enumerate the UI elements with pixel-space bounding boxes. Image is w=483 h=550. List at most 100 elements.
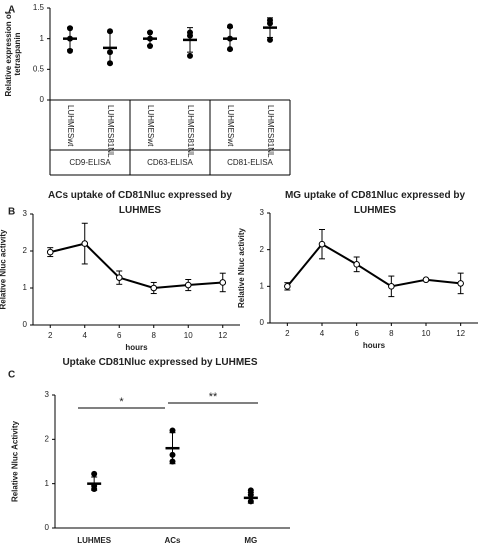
y-tick-label: 1.5 <box>33 3 45 12</box>
data-point <box>247 498 254 505</box>
data-point <box>147 29 153 36</box>
y-tick-label: 0 <box>40 95 45 104</box>
data-point <box>184 281 192 289</box>
x-tick-label: 10 <box>184 331 193 340</box>
x-tick-label: 8 <box>152 331 157 340</box>
data-point <box>388 283 395 290</box>
x-tick-label: ACs <box>164 536 181 545</box>
data-line <box>286 242 461 288</box>
x-tick-label: MG <box>244 536 257 545</box>
data-point <box>115 274 123 281</box>
y-tick-label: 1 <box>40 34 45 43</box>
data-point <box>46 248 54 256</box>
y-axis-label: Relative Nluc activity <box>237 227 246 309</box>
y-tick-label: 1 <box>260 281 265 290</box>
data-point <box>187 32 193 39</box>
group-label: CD9-ELISA <box>69 158 111 167</box>
panel-label: A <box>8 5 15 16</box>
significance-label: ** <box>209 391 218 403</box>
data-point <box>67 47 73 54</box>
x-axis-label: hours <box>363 341 386 350</box>
y-axis-label-box: Relative expression of tetraspanin <box>4 11 23 97</box>
data-point <box>150 284 158 292</box>
y-tick-label: 0 <box>260 318 265 327</box>
x-axis-label: hours <box>125 343 148 352</box>
data-point <box>247 491 254 498</box>
data-point <box>169 458 176 465</box>
y-axis-label-box: Relative Nluc Activity <box>10 420 19 503</box>
data-line <box>50 242 223 290</box>
x-tick-label: LUHMESwt <box>146 105 155 147</box>
x-tick-label: 2 <box>285 329 290 338</box>
chart-title: Uptake CD81Nluc expressed by LUHMES <box>62 357 258 368</box>
group-label: CD81-ELISA <box>227 158 273 167</box>
data-point <box>187 52 193 59</box>
panel-label: B <box>8 207 15 218</box>
y-tick-label: 2 <box>45 434 50 443</box>
data-point <box>267 20 273 27</box>
chart-title-box: ACs uptake of CD81Nluc expressed by LUHM… <box>48 190 232 216</box>
data-point <box>67 25 73 32</box>
data-point <box>247 487 254 494</box>
data-point <box>107 49 113 56</box>
data-point <box>107 60 113 67</box>
data-point <box>107 28 113 35</box>
data-point <box>422 276 430 284</box>
y-tick-label: 0 <box>23 320 28 329</box>
x-tick-label: 4 <box>320 329 325 338</box>
y-axis-label-box: Relative Nluc activity <box>237 227 246 309</box>
data-point <box>147 35 153 42</box>
data-point <box>267 36 273 43</box>
data-point <box>169 451 176 458</box>
y-tick-label: 0 <box>45 523 50 532</box>
group-label: CD63-ELISA <box>147 158 193 167</box>
x-tick-label: LUHMES81NL <box>106 105 115 158</box>
panel-label: C <box>8 370 15 381</box>
x-tick-label: LUHMES81NL <box>186 105 195 158</box>
x-tick-label: LUHMES81NL <box>266 105 275 158</box>
chart-title-box: Uptake CD81Nluc expressed by LUHMES <box>62 357 258 368</box>
y-axis-label: Relative Nluc activity <box>0 229 7 310</box>
data-point <box>227 46 233 53</box>
y-tick-label: 3 <box>45 390 50 399</box>
x-tick-label: 8 <box>389 329 394 338</box>
x-tick-label: 6 <box>354 329 359 338</box>
y-tick-label: 1 <box>23 283 28 292</box>
significance-label: * <box>119 396 124 408</box>
data-point <box>91 485 98 492</box>
data-point <box>147 43 153 50</box>
x-tick-label: 2 <box>48 331 53 340</box>
data-point <box>169 427 176 434</box>
data-point <box>219 279 227 286</box>
data-point <box>318 240 326 248</box>
data-point <box>353 261 360 268</box>
data-point <box>227 23 233 30</box>
y-tick-label: 2 <box>260 245 265 254</box>
data-point <box>81 240 89 247</box>
y-tick-label: 2 <box>23 246 28 255</box>
chart-title: ACs uptake of CD81Nluc expressed by LUHM… <box>48 190 232 216</box>
x-tick-label: 12 <box>456 329 465 338</box>
chart-title-box: MG uptake of CD81Nluc expressed by LUHME… <box>284 190 466 216</box>
chart-title: MG uptake of CD81Nluc expressed by LUHME… <box>284 190 466 216</box>
y-axis-label-box: Relative Nluc activity <box>0 229 7 310</box>
x-tick-label: LUHMESwt <box>66 105 75 147</box>
y-tick-label: 3 <box>23 209 28 218</box>
data-point <box>67 35 73 42</box>
x-tick-label: 6 <box>117 331 122 340</box>
data-point <box>91 470 98 477</box>
x-tick-label: LUHMES <box>77 536 111 545</box>
data-point <box>227 35 233 42</box>
y-axis-label: Relative Nluc Activity <box>10 420 19 503</box>
x-tick-label: 4 <box>83 331 88 340</box>
y-tick-label: 1 <box>45 479 50 488</box>
data-point <box>284 283 291 290</box>
x-tick-label: 12 <box>218 331 227 340</box>
y-tick-label: 3 <box>260 208 265 217</box>
data-point <box>457 280 464 287</box>
x-tick-label: LUHMESwt <box>226 105 235 147</box>
x-tick-label: 10 <box>422 329 431 338</box>
y-tick-label: 0.5 <box>33 64 45 73</box>
y-axis-label: Relative expression of tetraspanin <box>4 11 23 97</box>
